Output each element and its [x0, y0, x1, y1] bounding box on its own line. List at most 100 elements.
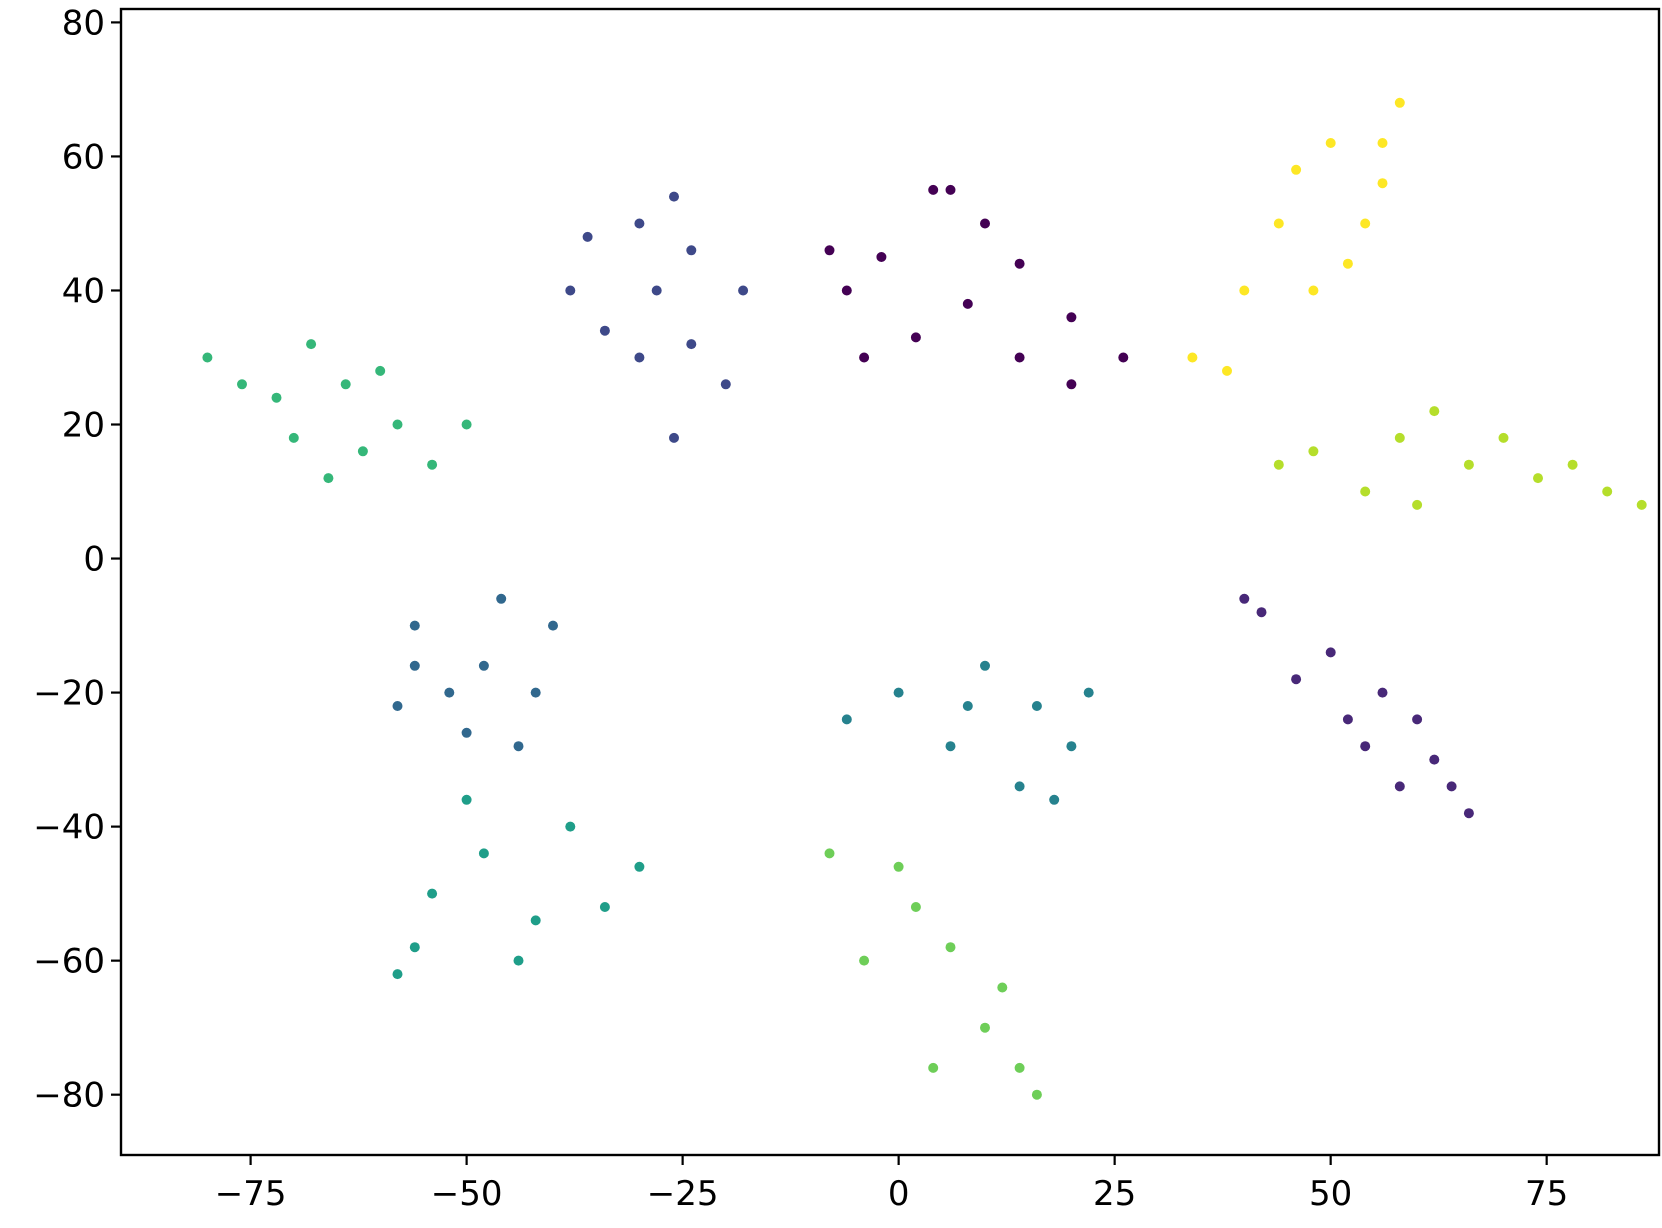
- data-point-2-10: [582, 231, 593, 242]
- data-point-9-1: [1377, 178, 1388, 189]
- plot-frame: [119, 7, 1661, 1157]
- data-point-4-7: [841, 714, 852, 725]
- data-point-2-1: [686, 245, 697, 256]
- data-point-3-4: [444, 687, 455, 698]
- data-point-7-0: [824, 848, 835, 859]
- data-point-2-9: [686, 339, 697, 350]
- data-point-4-2: [1031, 701, 1042, 711]
- data-point-7-8: [893, 861, 904, 872]
- data-point-6-4: [392, 419, 403, 430]
- data-point-5-8: [513, 955, 524, 966]
- data-point-8-6: [1429, 406, 1440, 417]
- x-tick-label: −25: [647, 1174, 719, 1214]
- data-point-6-11: [357, 446, 368, 457]
- data-point-6-0: [202, 352, 213, 363]
- data-point-0-1: [980, 218, 990, 229]
- data-point-7-1: [910, 902, 921, 912]
- data-point-7-5: [1014, 1062, 1025, 1073]
- data-point-3-5: [548, 620, 558, 631]
- x-tick-label: 75: [1525, 1174, 1568, 1214]
- data-point-7-3: [945, 942, 956, 953]
- data-point-1-3: [1429, 754, 1440, 765]
- data-point-3-8: [409, 660, 420, 671]
- data-point-4-5: [1014, 781, 1025, 792]
- data-point-1-6: [1291, 674, 1302, 685]
- y-axis-ticks: −80 −60 −40 −20 0 20 40 60 80: [33, 3, 121, 1116]
- data-point-1-5: [1463, 808, 1474, 819]
- data-point-2-11: [669, 191, 679, 202]
- data-point-0-7: [910, 332, 921, 343]
- data-point-3-3: [513, 741, 524, 752]
- data-point-5-5: [461, 794, 472, 805]
- data-point-8-8: [1273, 459, 1284, 470]
- data-point-4-6: [1083, 687, 1094, 698]
- data-point-6-3: [288, 432, 299, 443]
- data-point-1-8: [1239, 593, 1250, 604]
- data-point-0-10: [1118, 352, 1129, 363]
- x-tick-label: 0: [888, 1174, 910, 1214]
- data-point-0-12: [945, 184, 956, 195]
- y-tick-label: −40: [33, 808, 105, 848]
- y-tick-label: 80: [62, 3, 105, 43]
- data-point-6-6: [427, 459, 438, 470]
- data-point-2-3: [634, 352, 645, 363]
- data-point-8-5: [1360, 486, 1371, 497]
- data-point-2-6: [599, 325, 610, 336]
- y-tick-label: −80: [33, 1076, 105, 1116]
- data-point-7-7: [997, 982, 1008, 993]
- data-point-0-5: [962, 298, 973, 309]
- data-point-8-11: [1412, 499, 1423, 510]
- data-point-6-9: [306, 339, 317, 350]
- data-point-8-7: [1498, 432, 1509, 443]
- data-point-9-7: [1360, 218, 1371, 229]
- data-point-5-3: [530, 915, 541, 926]
- data-point-2-7: [738, 285, 749, 296]
- data-point-8-0: [1308, 446, 1319, 457]
- data-point-6-1: [271, 392, 282, 403]
- data-point-2-0: [634, 218, 645, 229]
- x-tick-label: −50: [431, 1174, 503, 1214]
- data-point-4-9: [962, 701, 973, 711]
- data-point-8-4: [1602, 486, 1613, 497]
- y-tick-label: 40: [62, 271, 105, 311]
- data-point-6-7: [375, 365, 386, 376]
- data-point-0-8: [859, 352, 870, 363]
- data-point-8-1: [1394, 432, 1405, 443]
- data-point-3-1: [478, 660, 489, 671]
- data-point-1-4: [1360, 741, 1371, 752]
- data-point-4-3: [1066, 741, 1077, 752]
- data-point-1-10: [1342, 714, 1353, 725]
- data-point-0-3: [1014, 258, 1025, 269]
- data-point-5-0: [427, 888, 438, 899]
- data-point-2-8: [651, 285, 662, 296]
- data-point-5-2: [409, 942, 420, 953]
- data-point-8-3: [1533, 473, 1543, 484]
- data-point-1-11: [1446, 781, 1457, 792]
- data-point-0-13: [824, 245, 835, 256]
- data-point-5-7: [392, 969, 403, 980]
- data-point-7-4: [980, 1022, 990, 1033]
- points-layer: [202, 97, 1647, 1100]
- data-point-6-2: [340, 379, 351, 390]
- data-point-1-1: [1325, 647, 1336, 658]
- data-point-0-11: [1066, 379, 1077, 390]
- data-point-2-4: [720, 379, 731, 390]
- data-point-0-2: [876, 252, 887, 262]
- data-point-7-6: [928, 1062, 939, 1073]
- data-point-4-8: [1049, 794, 1060, 805]
- data-point-1-2: [1377, 687, 1388, 698]
- data-point-3-7: [461, 727, 472, 738]
- data-point-6-5: [323, 473, 334, 484]
- data-point-8-10: [1636, 499, 1647, 510]
- x-tick-label: 25: [1093, 1174, 1136, 1214]
- data-point-1-7: [1412, 714, 1423, 725]
- data-point-3-2: [392, 701, 403, 711]
- y-tick-label: 0: [83, 540, 105, 580]
- data-point-8-9: [1567, 459, 1578, 470]
- data-point-0-6: [1066, 312, 1077, 323]
- data-point-3-0: [409, 620, 420, 631]
- data-point-5-1: [478, 848, 489, 859]
- data-point-9-3: [1342, 258, 1353, 269]
- y-tick-label: −20: [33, 674, 105, 714]
- data-point-9-4: [1394, 97, 1405, 108]
